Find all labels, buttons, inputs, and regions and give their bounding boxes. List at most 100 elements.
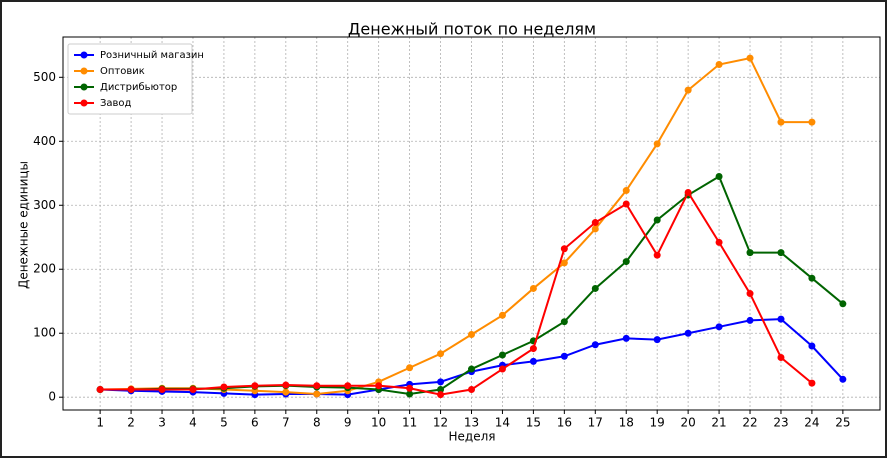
x-tick-label: 24	[804, 416, 819, 430]
data-point	[437, 391, 445, 399]
data-point	[746, 316, 754, 324]
data-point	[591, 219, 599, 227]
data-point	[591, 284, 599, 292]
x-tick-label: 11	[402, 416, 417, 430]
x-tick-label: 21	[711, 416, 726, 430]
legend-label: Оптовик	[100, 66, 145, 77]
data-point	[127, 386, 135, 394]
x-tick-label: 4	[189, 416, 197, 430]
x-tick-label: 12	[433, 416, 448, 430]
data-point	[622, 200, 630, 208]
y-tick-label: 200	[33, 262, 56, 276]
data-point	[684, 86, 692, 94]
data-point	[808, 274, 816, 282]
legend-marker	[80, 67, 88, 75]
data-point	[746, 54, 754, 62]
data-point	[622, 334, 630, 342]
legend-box	[67, 43, 193, 115]
data-point	[777, 249, 785, 257]
legend-marker	[80, 51, 88, 59]
data-point	[591, 225, 599, 233]
data-point	[808, 342, 816, 350]
legend-marker	[80, 99, 88, 107]
data-point	[653, 336, 661, 344]
data-point	[498, 351, 506, 359]
chart-title: Денежный поток по неделям	[348, 20, 596, 39]
data-point	[808, 118, 816, 126]
x-tick-label: 22	[742, 416, 757, 430]
data-point	[653, 251, 661, 259]
data-point	[715, 323, 723, 331]
data-point	[313, 390, 321, 398]
data-point	[529, 357, 537, 365]
x-tick-label: 9	[344, 416, 352, 430]
data-point	[684, 329, 692, 337]
data-point	[437, 386, 445, 394]
data-point	[468, 331, 475, 339]
data-point	[622, 258, 630, 266]
plot-area	[62, 36, 881, 411]
x-tick-label: 14	[495, 416, 510, 430]
data-point	[313, 382, 321, 390]
data-point	[808, 379, 816, 387]
data-point	[560, 259, 568, 267]
x-tick-label: 13	[464, 416, 479, 430]
x-tick-label: 2	[127, 416, 135, 430]
y-tick-label: 0	[48, 390, 56, 404]
data-point	[560, 352, 568, 360]
data-point	[375, 382, 383, 390]
data-point	[715, 61, 723, 69]
data-point	[406, 364, 414, 372]
data-point	[715, 238, 723, 246]
x-tick-label: 16	[557, 416, 572, 430]
y-tick-label: 300	[33, 198, 56, 212]
data-point	[777, 354, 785, 362]
data-point	[591, 341, 599, 349]
x-tick-label: 20	[680, 416, 695, 430]
data-point	[622, 187, 630, 195]
series-line	[100, 190, 813, 396]
legend-marker	[80, 83, 88, 91]
data-point	[653, 216, 661, 224]
data-point	[746, 249, 754, 257]
data-point	[251, 382, 259, 390]
data-point	[498, 365, 506, 373]
data-point	[158, 386, 166, 394]
data-point	[406, 384, 414, 392]
data-point	[653, 140, 661, 148]
data-point	[529, 284, 537, 292]
x-tick-label: 10	[371, 416, 386, 430]
data-point	[468, 386, 475, 394]
data-point	[560, 245, 568, 253]
x-tick-label: 3	[158, 416, 166, 430]
data-point	[96, 386, 104, 394]
x-tick-label: 5	[220, 416, 228, 430]
y-tick-label: 500	[33, 70, 56, 84]
data-point	[189, 386, 197, 394]
x-tick-label: 1	[96, 416, 104, 430]
data-point	[839, 375, 847, 383]
data-point	[498, 311, 506, 319]
data-point	[437, 350, 445, 358]
data-point	[529, 345, 537, 353]
x-tick-label: 8	[313, 416, 321, 430]
data-point	[282, 381, 290, 389]
x-tick-label: 23	[773, 416, 788, 430]
data-point	[839, 300, 847, 308]
legend-label: Розничный магазин	[100, 50, 204, 61]
y-tick-label: 400	[33, 134, 56, 148]
data-point	[220, 383, 228, 391]
y-axis-label: Денежные единицы	[17, 161, 31, 289]
x-axis-label: Неделя	[449, 430, 496, 444]
x-tick-label: 7	[282, 416, 290, 430]
data-point	[406, 390, 414, 398]
data-point	[437, 378, 445, 386]
data-point	[684, 188, 692, 196]
x-tick-label: 6	[251, 416, 259, 430]
legend-label: Дистрибьютор	[100, 82, 177, 93]
x-tick-label: 19	[650, 416, 665, 430]
y-tick-label: 100	[33, 326, 56, 340]
data-point	[746, 290, 754, 298]
data-point	[468, 365, 475, 373]
